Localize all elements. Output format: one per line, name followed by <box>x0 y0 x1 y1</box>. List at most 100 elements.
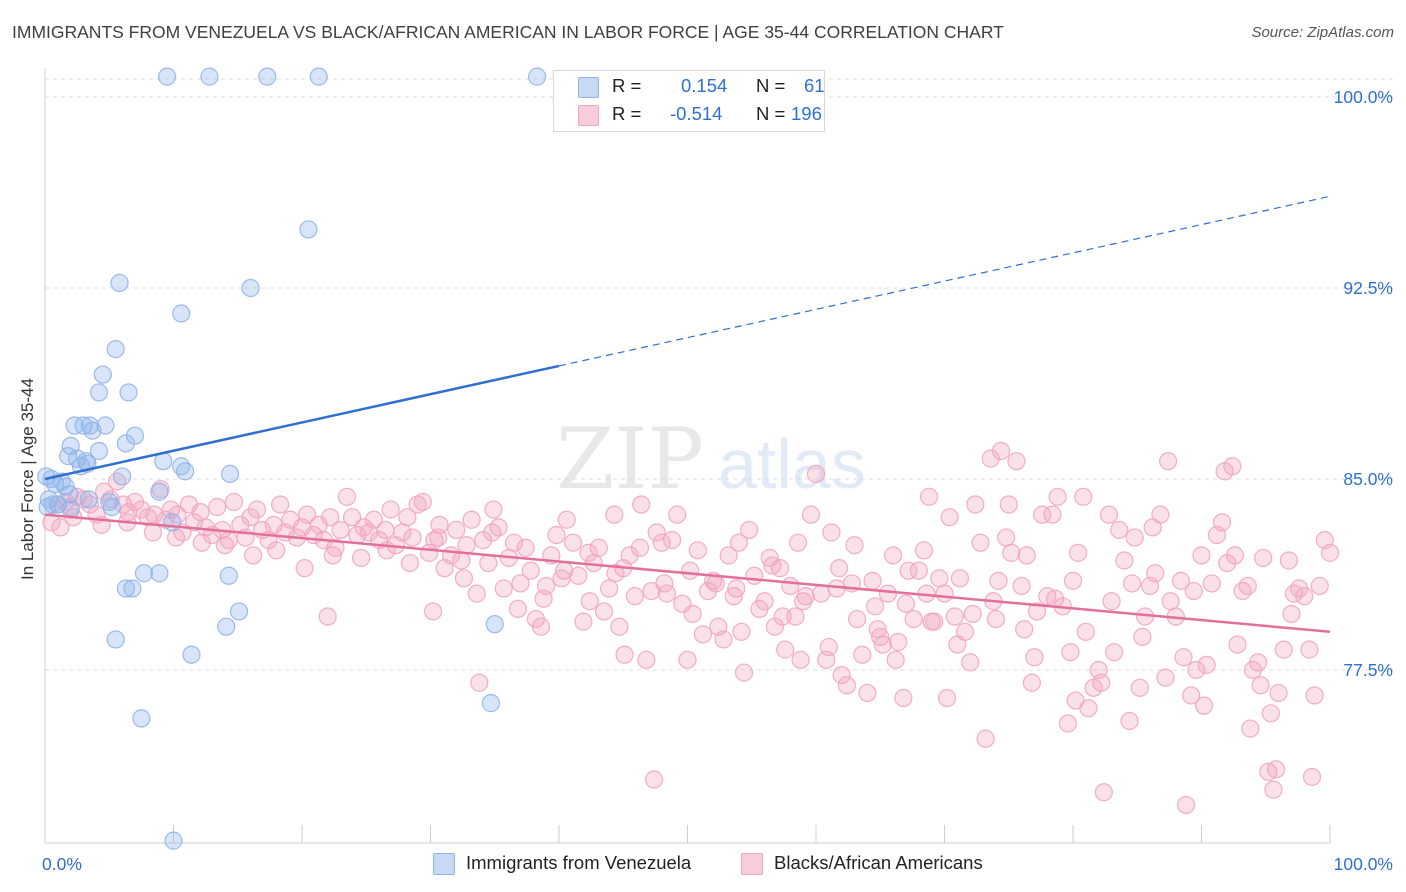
data-point <box>119 383 138 402</box>
data-point <box>1022 673 1041 692</box>
data-point <box>1274 640 1293 659</box>
data-point <box>606 564 625 583</box>
data-point <box>298 505 317 524</box>
data-point <box>163 513 182 532</box>
data-point <box>80 416 100 435</box>
data-point <box>241 278 260 298</box>
data-point <box>1192 546 1211 565</box>
data-point <box>610 617 629 636</box>
data-point <box>853 645 872 664</box>
data-point <box>150 564 169 583</box>
data-point <box>615 645 634 664</box>
legend-swatch-blue <box>578 77 599 98</box>
data-point <box>765 617 784 636</box>
data-point <box>1174 648 1193 667</box>
data-point <box>1058 714 1077 733</box>
data-point <box>961 653 980 672</box>
data-point <box>215 536 234 555</box>
data-point <box>786 607 805 626</box>
data-point <box>462 510 481 529</box>
tick-labels: 77.5% 85.0% 92.5% 100.0% 0.0% 100.0% <box>42 87 1393 874</box>
data-point <box>42 513 61 532</box>
x-tick-label: 0.0% <box>42 854 82 874</box>
data-point <box>106 630 125 649</box>
legend-r-label: R = <box>612 75 642 96</box>
data-point <box>337 487 357 506</box>
data-point <box>102 497 121 517</box>
correlation-legend: R = 0.154 N = 61 R = -0.514 N = 196 <box>553 70 825 132</box>
data-point <box>184 513 204 532</box>
data-point <box>1215 462 1234 481</box>
data-point <box>166 528 186 547</box>
data-point <box>1002 543 1021 562</box>
data-point <box>714 630 733 649</box>
data-point <box>1130 678 1149 697</box>
data-point <box>830 559 849 578</box>
data-point <box>299 220 318 239</box>
data-point <box>1187 660 1206 680</box>
data-point <box>647 523 666 542</box>
data-point <box>991 441 1011 461</box>
data-point <box>832 665 851 685</box>
data-point <box>1176 795 1196 815</box>
data-point <box>1092 673 1111 692</box>
data-point <box>1228 635 1247 654</box>
data-point <box>1261 704 1280 723</box>
data-point <box>447 520 466 540</box>
data-point <box>1115 551 1134 570</box>
data-point <box>1074 487 1093 506</box>
data-point <box>318 607 337 626</box>
data-point <box>182 645 201 664</box>
data-point <box>224 492 243 512</box>
data-point <box>791 650 810 669</box>
data-point <box>112 467 132 486</box>
data-point <box>100 492 119 512</box>
data-point <box>555 561 574 580</box>
data-point <box>1063 571 1083 590</box>
data-point <box>919 487 939 506</box>
legend-n-value: 61 <box>804 75 825 96</box>
data-point <box>208 497 227 517</box>
data-point <box>1266 760 1286 779</box>
data-point <box>945 607 964 626</box>
data-point <box>1241 719 1260 738</box>
data-point <box>976 729 995 748</box>
data-point <box>594 602 614 621</box>
data-point <box>398 508 417 527</box>
data-point <box>1238 576 1257 596</box>
data-point <box>1302 767 1322 787</box>
data-point <box>1184 581 1203 601</box>
data-point <box>376 520 395 540</box>
data-point <box>732 622 751 641</box>
data-point <box>644 770 664 789</box>
data-point <box>74 416 93 435</box>
data-point <box>483 523 502 542</box>
data-point <box>1012 576 1031 596</box>
legend-n-value: 196 <box>791 103 822 124</box>
data-point <box>727 579 746 598</box>
data-point <box>889 632 908 652</box>
data-point <box>896 594 916 613</box>
data-point <box>1171 571 1191 590</box>
trend-line-blacks <box>44 513 1331 634</box>
data-point <box>1069 543 1088 562</box>
data-point <box>688 541 707 560</box>
data-point <box>331 520 350 540</box>
data-point <box>123 579 142 598</box>
data-point <box>1197 655 1216 675</box>
trend-line-venezuela-projection <box>558 195 1331 367</box>
data-point <box>191 503 210 522</box>
data-point <box>822 523 841 542</box>
data-point <box>157 67 177 86</box>
data-point <box>981 449 1000 468</box>
data-point <box>116 579 136 598</box>
data-point <box>680 561 700 580</box>
data-point <box>557 510 576 529</box>
data-point <box>999 495 1018 514</box>
data-point <box>1282 604 1301 624</box>
data-point <box>632 495 651 514</box>
data-point <box>745 566 764 585</box>
data-point <box>909 561 928 580</box>
data-point <box>1094 783 1113 802</box>
data-point <box>51 518 70 537</box>
